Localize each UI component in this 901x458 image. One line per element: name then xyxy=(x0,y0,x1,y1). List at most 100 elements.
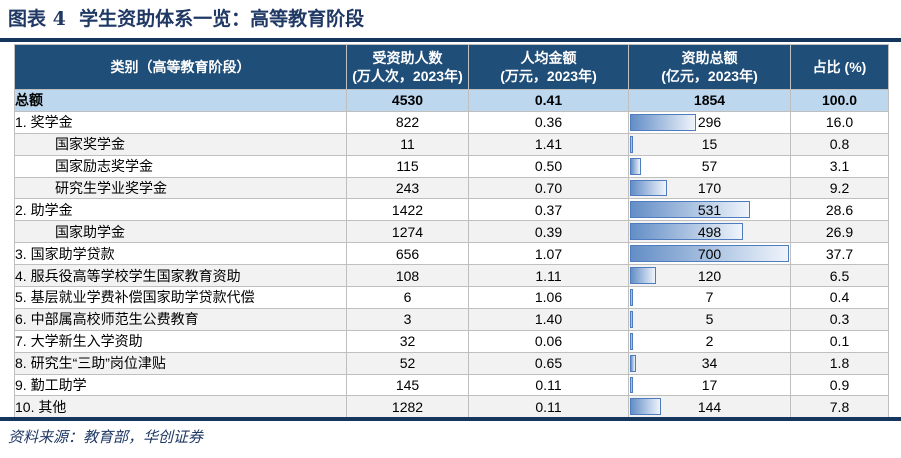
source-note: 资料来源：教育部，华创证券 xyxy=(8,428,204,446)
col-header-per-capita: 人均金额 (万元，2023年) xyxy=(468,44,629,90)
cell-per-capita: 0.11 xyxy=(468,373,629,397)
cell-category: 4. 服兵役高等学校学生国家教育资助 xyxy=(14,264,347,288)
col-header-total-amount: 资助总额 (亿元，2023年) xyxy=(628,44,791,90)
col-header-recipients: 受资助人数 (万人次，2023年) xyxy=(346,44,469,90)
cell-total-amount-value: 7 xyxy=(705,289,714,306)
data-bar xyxy=(630,179,668,197)
cell-category: 7. 大学新生入学资助 xyxy=(14,329,347,353)
cell-total-amount: 498 xyxy=(628,220,791,244)
data-bar xyxy=(630,376,633,394)
cell-share: 6.5 xyxy=(790,264,889,288)
data-bar xyxy=(630,310,633,328)
cell-per-capita: 0.65 xyxy=(468,351,629,375)
table-row: 3. 国家助学贷款 656 1.07 700 37.7 xyxy=(14,242,889,266)
cell-total-amount: 7 xyxy=(628,286,791,309)
cell-share: 26.9 xyxy=(790,220,889,244)
cell-per-capita: 1.07 xyxy=(468,242,629,266)
cell-total-amount: 531 xyxy=(628,198,791,222)
data-bar xyxy=(630,157,642,175)
table-row: 研究生学业奖学金 243 0.70 170 9.2 xyxy=(14,176,889,200)
cell-recipients: 145 xyxy=(346,373,469,397)
cell-recipients: 656 xyxy=(346,242,469,266)
col-header-line2: (亿元，2023年) xyxy=(661,68,758,84)
cell-total-amount: 170 xyxy=(628,176,791,200)
cell-share: 9.2 xyxy=(790,176,889,200)
cell-category: 8. 研究生“三助”岗位津贴 xyxy=(14,351,347,375)
data-bar xyxy=(630,354,636,372)
cell-share: 0.8 xyxy=(790,132,889,156)
cell-recipients: 1282 xyxy=(346,395,469,419)
data-bar xyxy=(630,113,697,131)
cell-recipients: 32 xyxy=(346,329,469,353)
cell-per-capita: 0.37 xyxy=(468,198,629,222)
table-row: 国家奖学金 11 1.41 15 0.8 xyxy=(14,132,889,156)
cell-per-capita: 0.70 xyxy=(468,176,629,200)
table-row: 1. 奖学金 822 0.36 296 16.0 xyxy=(14,110,889,134)
cell-recipients: 1274 xyxy=(346,220,469,244)
table-row: 国家助学金 1274 0.39 498 26.9 xyxy=(14,220,889,244)
cell-category: 2. 助学金 xyxy=(14,198,347,222)
col-header-line1: 资助总额 xyxy=(681,49,738,66)
cell-total-amount-value: 296 xyxy=(697,114,722,131)
table-row: 2. 助学金 1422 0.37 531 28.6 xyxy=(14,198,889,222)
cell-recipients: 11 xyxy=(346,132,469,156)
cell-total-amount: 2 xyxy=(628,329,791,353)
cell-total-amount-value: 531 xyxy=(697,201,722,218)
figure-title: 图表 4 学生资助体系一览：高等教育阶段 xyxy=(8,8,365,30)
cell-share: 37.7 xyxy=(790,242,889,266)
cell-share: 0.3 xyxy=(790,307,889,331)
cell-per-capita: 1.06 xyxy=(468,286,629,309)
cell-total-amount: 15 xyxy=(628,132,791,156)
cell-recipients: 52 xyxy=(346,351,469,375)
cell-recipients: 115 xyxy=(346,154,469,178)
data-bar xyxy=(630,201,751,219)
cell-category: 9. 勤工助学 xyxy=(14,373,347,397)
cell-category: 6. 中部属高校师范生公费教育 xyxy=(14,307,347,331)
table-row: 4. 服兵役高等学校学生国家教育资助 108 1.11 120 6.5 xyxy=(14,264,889,288)
cell-category: 1. 奖学金 xyxy=(14,110,347,134)
data-bar xyxy=(630,267,656,285)
cell-share: 100.0 xyxy=(790,89,889,112)
cell-total-amount-value: 1854 xyxy=(693,92,726,109)
col-header-category: 类别（高等教育阶段） xyxy=(14,44,347,90)
col-header-line2: (万元，2023年) xyxy=(500,68,597,84)
table-row: 10. 其他 1282 0.11 144 7.8 xyxy=(14,395,889,419)
cell-total-amount: 1854 xyxy=(628,89,791,112)
data-bar xyxy=(630,135,633,153)
cell-category: 国家助学金 xyxy=(14,220,347,244)
cell-total-amount: 296 xyxy=(628,110,791,134)
cell-per-capita: 1.11 xyxy=(468,264,629,288)
cell-recipients: 822 xyxy=(346,110,469,134)
cell-share: 0.9 xyxy=(790,373,889,397)
cell-total-amount-value: 120 xyxy=(697,267,722,284)
table-body: 总额 4530 0.41 1854 100.0 1. 奖学金 822 0.36 296 16.0 国… xyxy=(14,89,889,419)
cell-share: 0.1 xyxy=(790,329,889,353)
bottom-divider-rule xyxy=(0,417,901,421)
cell-total-amount-value: 144 xyxy=(697,398,722,415)
table-header: 类别（高等教育阶段） 受资助人数 (万人次，2023年) 人均金额 (万元，20… xyxy=(14,44,889,90)
col-header-share: 占比 (%) xyxy=(790,44,889,90)
cell-per-capita: 0.41 xyxy=(468,89,629,112)
cell-category: 国家励志奖学金 xyxy=(14,154,347,178)
data-bar xyxy=(630,398,662,416)
cell-total-amount: 120 xyxy=(628,264,791,288)
cell-per-capita: 0.39 xyxy=(468,220,629,244)
table-row: 7. 大学新生入学资助 32 0.06 2 0.1 xyxy=(14,329,889,353)
table-row: 5. 基层就业学费补偿国家助学贷款代偿 6 1.06 7 0.4 xyxy=(14,286,889,309)
table-row: 8. 研究生“三助”岗位津贴 52 0.65 34 1.8 xyxy=(14,351,889,375)
student-aid-table: 类别（高等教育阶段） 受资助人数 (万人次，2023年) 人均金额 (万元，20… xyxy=(14,44,889,419)
cell-share: 16.0 xyxy=(790,110,889,134)
cell-total-amount-value: 498 xyxy=(697,223,722,240)
title-divider-rule xyxy=(0,38,901,42)
cell-category: 研究生学业奖学金 xyxy=(14,176,347,200)
cell-share: 3.1 xyxy=(790,154,889,178)
table-header-row: 类别（高等教育阶段） 受资助人数 (万人次，2023年) 人均金额 (万元，20… xyxy=(14,44,889,90)
cell-per-capita: 0.11 xyxy=(468,395,629,419)
cell-per-capita: 1.40 xyxy=(468,307,629,331)
col-header-line2: (万人次，2023年) xyxy=(352,68,463,84)
cell-category: 10. 其他 xyxy=(14,395,347,419)
cell-total-amount: 34 xyxy=(628,351,791,375)
cell-total-amount-value: 17 xyxy=(701,377,718,394)
cell-recipients: 4530 xyxy=(346,89,469,112)
cell-total-amount-value: 700 xyxy=(697,245,722,262)
